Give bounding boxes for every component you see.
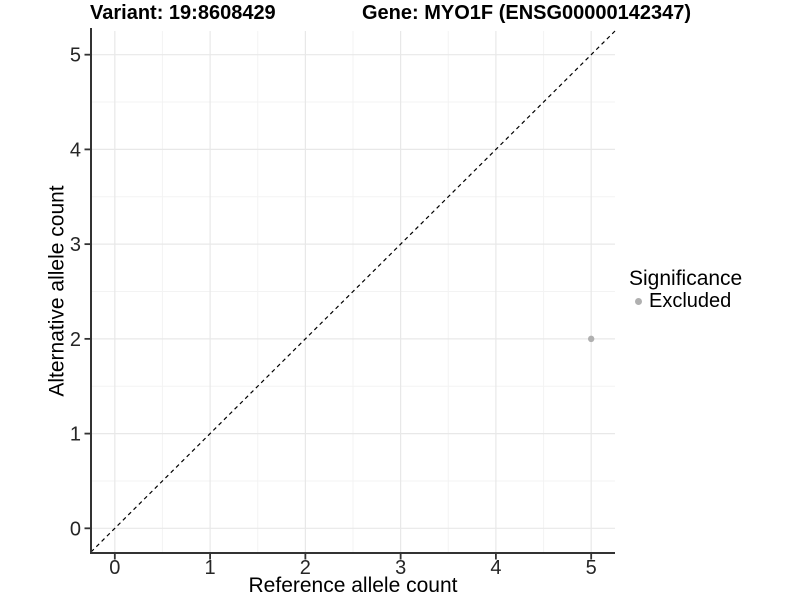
y-tick-label: 1 <box>70 424 81 446</box>
y-tick-label: 2 <box>70 329 81 351</box>
plot-title-gene: Gene: MYO1F (ENSG00000142347) <box>362 2 692 24</box>
x-tick-label: 4 <box>490 557 501 579</box>
x-tick-label: 5 <box>586 557 597 579</box>
plot-title-variant: Variant: 19:8608429 <box>90 2 276 24</box>
y-tick-label: 0 <box>70 518 81 540</box>
legend-title: Significance <box>629 267 743 290</box>
legend-item-label: Excluded <box>649 290 732 312</box>
legend-item-excluded: Excluded <box>629 291 742 311</box>
y-axis-label: Alternative allele count <box>45 185 69 397</box>
data-point <box>587 335 595 343</box>
x-tick-label: 3 <box>395 557 406 579</box>
identity-dashed-line <box>90 30 616 553</box>
x-tick-label: 0 <box>109 557 120 579</box>
y-tick-label: 4 <box>70 139 81 161</box>
x-tick-label: 1 <box>205 557 216 579</box>
x-tick-label: 2 <box>300 557 311 579</box>
legend: Significance Excluded <box>629 268 742 311</box>
legend-marker-circle-icon <box>635 297 642 305</box>
y-tick-label: 5 <box>70 45 81 67</box>
y-tick-label: 3 <box>70 234 81 256</box>
x-axis-label: Reference allele count <box>248 574 458 597</box>
